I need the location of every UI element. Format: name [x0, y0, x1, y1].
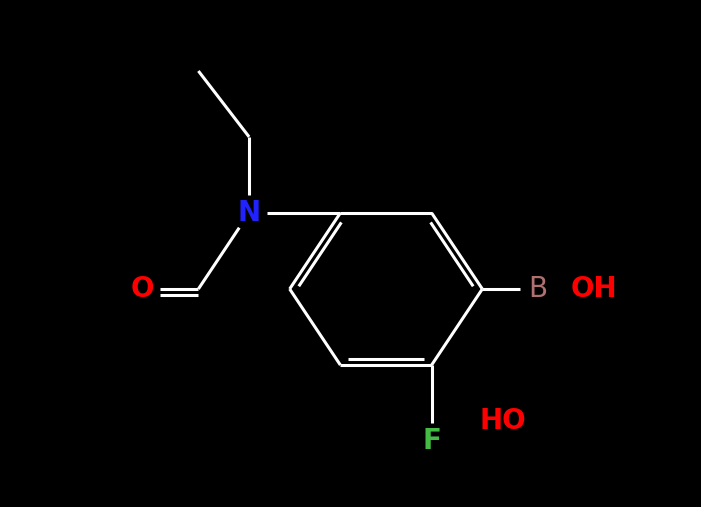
Text: O: O: [131, 275, 154, 303]
Text: F: F: [422, 427, 441, 455]
Text: OH: OH: [571, 275, 617, 303]
Text: N: N: [238, 199, 261, 227]
Text: HO: HO: [479, 407, 526, 435]
Text: B: B: [529, 275, 547, 303]
